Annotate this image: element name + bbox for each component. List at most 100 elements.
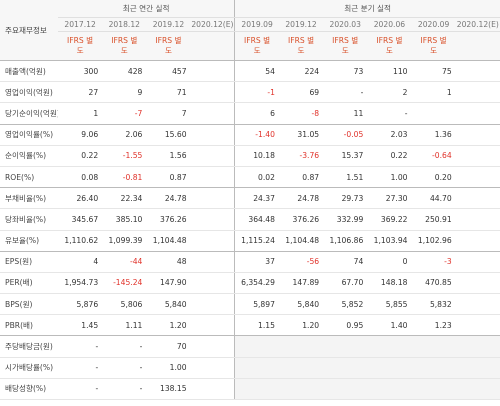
cell (455, 272, 500, 295)
cell: 369.22 (367, 208, 412, 231)
cell: - (367, 102, 412, 125)
cell: 71 (146, 81, 191, 104)
row-label: 배당성향(%) (0, 378, 58, 401)
standard: IFRS 별도 (323, 31, 368, 61)
cell: 376.26 (146, 208, 191, 231)
cell (190, 187, 235, 210)
table-row: 매출액(억원) 300 428 457 54 224 73 110 75 (0, 60, 500, 83)
cell: 29.73 (323, 187, 368, 210)
cell: 0.08 (58, 166, 103, 189)
cell: 1.20 (278, 314, 324, 337)
cell (455, 166, 500, 189)
cell: 1,104.48 (278, 230, 324, 252)
period: 2020.09 (411, 17, 456, 32)
standard-row: IFRS 별도 IFRS 별도 IFRS 별도 IFRS 별도 IFRS 별도 IFRS … (0, 31, 500, 61)
cell (411, 335, 456, 358)
cell: 22.34 (102, 187, 147, 210)
cell: 5,855 (367, 293, 412, 316)
cell: 364.48 (234, 208, 279, 231)
row-label: 매출액(억원) (0, 60, 58, 83)
cell: -1.55 (102, 145, 147, 167)
cell: 26.40 (58, 187, 103, 210)
standard: IFRS 별도 (102, 31, 147, 61)
cell: - (102, 335, 147, 358)
period: 2020.03 (323, 17, 368, 32)
cell: 250.91 (411, 208, 456, 231)
cell: 224 (278, 60, 324, 83)
cell: 1.40 (367, 314, 412, 337)
cell: 138.15 (146, 378, 191, 401)
standard: IFRS 별도 (58, 31, 103, 61)
table-row: 부채비율(%) 26.40 22.34 24.78 24.37 24.78 29.73 27.… (0, 187, 500, 210)
cell: - (102, 357, 147, 379)
cell: -1.40 (234, 124, 279, 146)
cell: 67.70 (323, 272, 368, 295)
cell: 0.95 (323, 314, 368, 337)
cell (190, 208, 235, 231)
row-label: 부채비율(%) (0, 187, 58, 210)
cell: 5,852 (323, 293, 368, 316)
row-label: 당기순이익(억원) (0, 102, 58, 125)
cell (455, 293, 500, 316)
cell (455, 378, 500, 401)
cell: 6,354.29 (234, 272, 279, 295)
period: 2020.12(E) (455, 17, 500, 32)
cell (367, 378, 412, 401)
cell: 376.26 (278, 208, 324, 231)
cell: 15.60 (146, 124, 191, 146)
cell: 4 (58, 251, 103, 273)
cell (190, 293, 235, 316)
table-row: PBR(배) 1.45 1.11 1.20 1.15 1.20 0.95 1.40 1.23 (0, 314, 500, 337)
standard (455, 31, 500, 61)
standard: IFRS 별도 (411, 31, 456, 61)
cell: 300 (58, 60, 103, 83)
row-label: ROE(%) (0, 166, 58, 189)
cell: -8 (278, 102, 324, 125)
cell: -0.05 (323, 124, 368, 146)
cell (190, 251, 235, 273)
row-title: 주요재무정보 (0, 0, 58, 61)
cell (190, 124, 235, 146)
cell: 1.11 (102, 314, 147, 337)
cell (455, 208, 500, 231)
cell (411, 357, 456, 379)
cell: 0.87 (278, 166, 324, 189)
cell: 1.45 (58, 314, 103, 337)
cell (455, 60, 500, 83)
cell (323, 357, 368, 379)
cell: 48 (146, 251, 191, 273)
cell: 110 (367, 60, 412, 83)
cell: - (323, 81, 368, 104)
cell: 37 (234, 251, 279, 273)
row-label: 당좌비율(%) (0, 208, 58, 231)
row-label: BPS(원) (0, 293, 58, 316)
cell: 385.10 (102, 208, 147, 231)
cell: 10.18 (234, 145, 279, 167)
cell: 5,806 (102, 293, 147, 316)
cell (411, 102, 456, 125)
cell (278, 378, 324, 401)
cell: 11 (323, 102, 368, 125)
cell: -0.64 (411, 145, 456, 167)
cell (190, 60, 235, 83)
period: 2019.09 (234, 17, 279, 32)
cell: 0.22 (367, 145, 412, 167)
cell: 5,876 (58, 293, 103, 316)
cell: 1,102.96 (411, 230, 456, 252)
cell: 1,103.94 (367, 230, 412, 252)
cell: 1 (58, 102, 103, 125)
cell (190, 81, 235, 104)
cell: 1,115.24 (234, 230, 279, 252)
cell: 24.37 (234, 187, 279, 210)
cell: 5,832 (411, 293, 456, 316)
table-row: 당좌비율(%) 345.67 385.10 376.26 364.48 376.26 332… (0, 208, 500, 231)
row-label: EPS(원) (0, 251, 58, 273)
cell (323, 378, 368, 401)
cell: 2.03 (367, 124, 412, 146)
header-row: 주요재무정보 최근 연간 실적 최근 분기 실적 (0, 0, 500, 61)
period: 2020.12(E) (190, 17, 235, 32)
cell: 54 (234, 60, 279, 83)
cell (234, 378, 279, 401)
table-row: 영업이익률(%) 9.06 2.06 15.60 -1.40 31.05 -0.05 2.03… (0, 124, 500, 146)
